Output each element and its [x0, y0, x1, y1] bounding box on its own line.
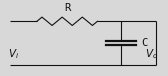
Text: C: C: [141, 38, 147, 48]
Text: R: R: [64, 3, 70, 13]
Text: $V_o$: $V_o$: [145, 47, 158, 61]
Text: $V_i$: $V_i$: [8, 47, 19, 61]
